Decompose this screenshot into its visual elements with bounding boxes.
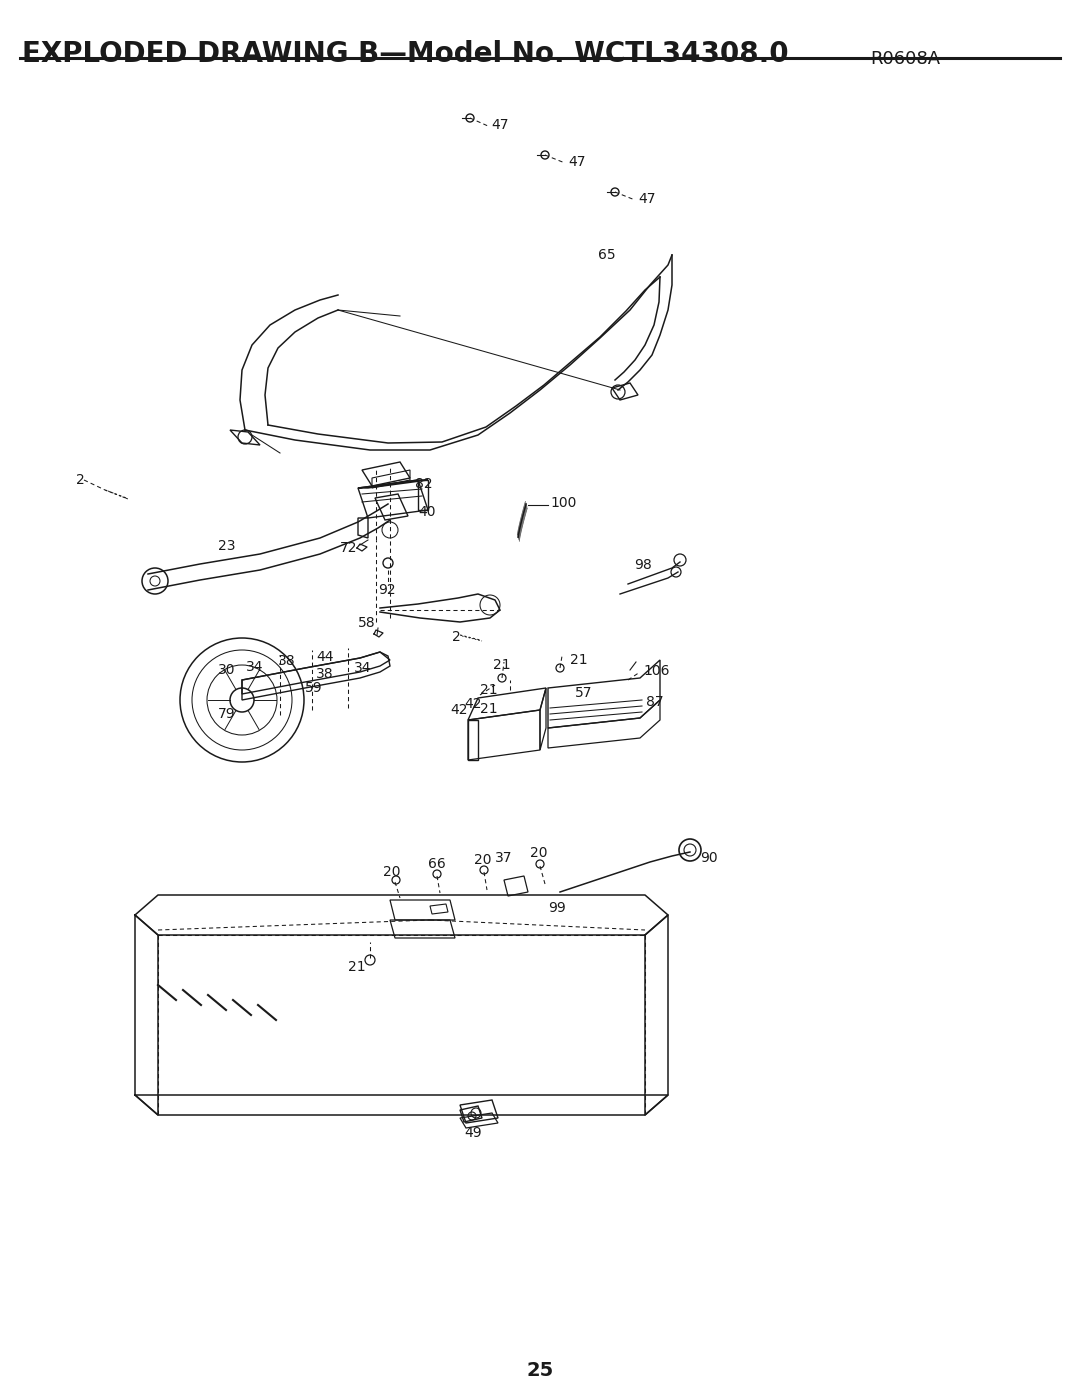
Text: 34: 34 [246,659,264,673]
Text: 47: 47 [491,117,509,131]
Text: 47: 47 [638,191,656,205]
Text: 30: 30 [218,664,235,678]
Text: 47: 47 [568,155,585,169]
Text: 20: 20 [383,865,401,879]
Text: 82: 82 [415,476,433,490]
Text: 66: 66 [428,856,446,870]
Text: 21: 21 [348,960,366,974]
Text: 44: 44 [316,650,334,664]
Text: 21: 21 [480,683,498,697]
Text: 21: 21 [570,652,588,666]
Text: 2: 2 [453,630,461,644]
Text: 23: 23 [218,539,235,553]
Text: 21: 21 [480,703,498,717]
Text: 87: 87 [646,694,663,710]
Text: EXPLODED DRAWING B—Model No. WCTL34308.0: EXPLODED DRAWING B—Model No. WCTL34308.0 [22,41,788,68]
Text: 100: 100 [550,496,577,510]
Text: 99: 99 [548,901,566,915]
Text: 72: 72 [340,541,357,555]
Text: 42: 42 [464,697,482,711]
Text: 58: 58 [357,616,376,630]
Text: 65: 65 [598,249,616,263]
Text: 25: 25 [526,1361,554,1379]
Text: 38: 38 [278,654,296,668]
Text: 20: 20 [530,847,548,861]
Text: 2: 2 [76,474,84,488]
Text: 90: 90 [700,851,717,865]
Text: 42: 42 [450,703,468,717]
Text: 92: 92 [378,583,395,597]
Text: 57: 57 [575,686,593,700]
Text: 40: 40 [418,504,435,520]
Text: 34: 34 [354,661,372,675]
Text: 106: 106 [643,664,670,678]
Text: 37: 37 [495,851,513,865]
Text: 98: 98 [634,557,651,571]
Text: 49: 49 [464,1126,482,1140]
Text: 20: 20 [474,854,491,868]
Text: R0608A: R0608A [870,50,940,68]
Text: 79: 79 [218,707,235,721]
Text: 38: 38 [316,666,334,680]
Text: 59: 59 [305,680,323,694]
Text: 21: 21 [492,658,511,672]
